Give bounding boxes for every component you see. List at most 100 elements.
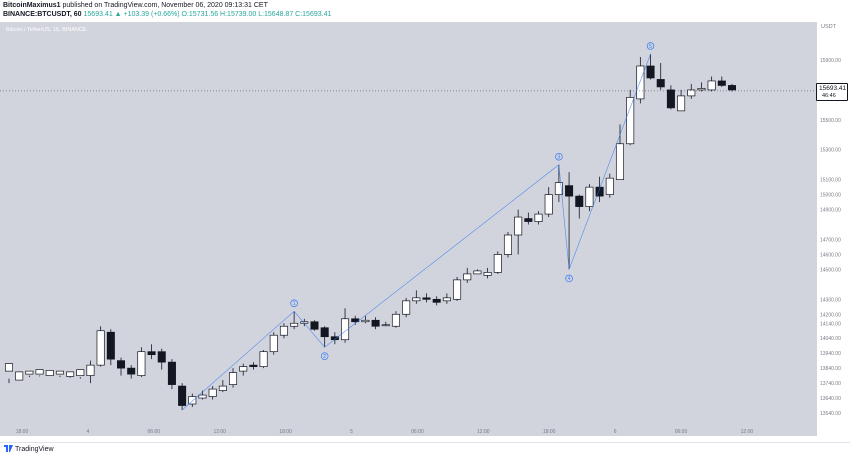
price-tick-label: 15000.00 [820, 193, 841, 199]
price-tick-label: 14700.00 [820, 237, 841, 243]
price-tick-label: 14300.00 [820, 297, 841, 303]
price-tick-label: 13840.00 [820, 366, 841, 372]
candle-up [86, 364, 95, 376]
candle-down [178, 385, 187, 406]
price-tick-label: 14200.00 [820, 312, 841, 318]
price-tick-label: 14040.00 [820, 336, 841, 342]
wave-label-circle [320, 352, 329, 360]
chart-pane[interactable]: Bitcoin / TetherUS, 15, BINANCE 18:00 4 06… [0, 22, 816, 436]
wave-label-3: 3 [557, 155, 560, 161]
time-tick-label: 12:00 [477, 429, 490, 435]
candle-down [249, 364, 258, 367]
candle-up [615, 143, 625, 181]
candle-up [493, 254, 502, 273]
candle-up [361, 319, 370, 323]
candle-up [229, 372, 238, 385]
wave-label-circle [646, 42, 655, 50]
candle-up [66, 371, 75, 377]
symbol-name: BINANCE:BTCUSDT, 60 [3, 11, 82, 18]
candle-up [55, 370, 64, 375]
price-tick-label: 14140.00 [820, 321, 841, 327]
candle-down [116, 360, 126, 369]
price-tick-label: 14600.00 [820, 252, 841, 258]
candle-down [717, 80, 726, 86]
candle-up [76, 369, 85, 376]
candle-up [391, 313, 400, 327]
candle-down [595, 186, 604, 197]
candle-down [727, 85, 737, 91]
candle-up [503, 234, 512, 255]
price-axis-ticks: 15900.0015700.0015500.0015300.0015100.00… [820, 58, 841, 417]
candle-up [453, 279, 462, 300]
price-tick-label: 14500.00 [820, 267, 841, 273]
candle-down [167, 361, 176, 385]
elliott-wave-line [181, 53, 651, 411]
footer: TradingView [0, 442, 850, 457]
last-price: 15693.41 [819, 85, 847, 92]
time-tick-label: 18:00 [16, 429, 29, 435]
candle-down [565, 185, 574, 197]
last-price-tag: 15693.41 46:46 [816, 83, 848, 101]
price-tick-label: 13940.00 [820, 351, 841, 357]
ohlc-values: 15693.41 ▲ +103.39 (+0.66%) O:15731.56 H… [83, 11, 332, 18]
candle-up [269, 334, 278, 353]
wave-label-circle [290, 299, 298, 308]
candle-up [544, 194, 553, 215]
candle-up [554, 182, 563, 195]
candle-down [432, 298, 441, 303]
candle-up [626, 97, 635, 145]
time-tick-label: 5 [350, 429, 353, 435]
candle-up [636, 65, 645, 100]
time-axis[interactable] [0, 436, 816, 442]
time-tick-label: 12:00 [741, 429, 754, 435]
candle-up [4, 363, 14, 372]
publish-info: BitcoinMaximus1 published on TradingView… [3, 2, 268, 9]
candle-down [320, 327, 329, 338]
candle-down [310, 321, 319, 330]
candle-up [697, 88, 706, 91]
time-tick-label: 12:00 [213, 429, 226, 435]
time-tick-label: 06:00 [148, 429, 161, 435]
candle-up [442, 297, 451, 302]
candle-up [96, 330, 105, 366]
price-tick-label: 15900.00 [820, 58, 841, 64]
brand-name: TradingView [15, 446, 54, 453]
candle-up [137, 351, 146, 376]
candle-up [35, 369, 44, 375]
candle-up [412, 297, 421, 302]
price-tick-label: 13540.00 [820, 411, 841, 417]
author-name[interactable]: BitcoinMaximus1 [3, 2, 61, 9]
candle-down [157, 351, 166, 363]
candle-up [463, 273, 472, 281]
candle-up [218, 385, 227, 391]
candlestick-plot[interactable]: 18:00 4 06:00 12:00 18:00 5 06:00 12:00 18:00 6 06… [0, 22, 816, 436]
candle-down [575, 195, 584, 207]
price-tick-label: 13740.00 [820, 381, 841, 387]
candle-down [666, 89, 675, 109]
price-tick-label: 15300.00 [820, 148, 841, 154]
symbol-info: BINANCE:BTCUSDT, 60 15693.41 ▲ +103.39 (… [3, 11, 331, 18]
currency-label: USDT [821, 24, 836, 30]
candle-up [585, 186, 594, 207]
price-tick-label: 15100.00 [820, 178, 841, 184]
time-tick-label: 6 [614, 429, 617, 435]
candle-up [483, 272, 492, 276]
wave-label-circle [565, 274, 573, 283]
candle-up [402, 300, 411, 315]
tradingview-logo-icon [4, 445, 13, 452]
candle-down [330, 336, 339, 341]
tradingview-logo[interactable]: TradingView [4, 445, 54, 453]
candle-up [239, 366, 248, 372]
candle-up [290, 322, 299, 327]
bar-countdown: 46:46 [822, 93, 836, 99]
candle-up [15, 371, 24, 381]
candle-up [473, 270, 482, 275]
chart-legend-label: Bitcoin / TetherUS, 15, BINANCE [6, 27, 87, 33]
price-tick-label: 13640.00 [820, 396, 841, 402]
wave-label-2: 2 [323, 354, 326, 360]
candle-up [198, 394, 207, 399]
candle-down [656, 79, 665, 88]
time-tick-label: 4 [87, 429, 90, 435]
candle-down [422, 297, 431, 300]
time-tick-label: 18:00 [543, 429, 556, 435]
